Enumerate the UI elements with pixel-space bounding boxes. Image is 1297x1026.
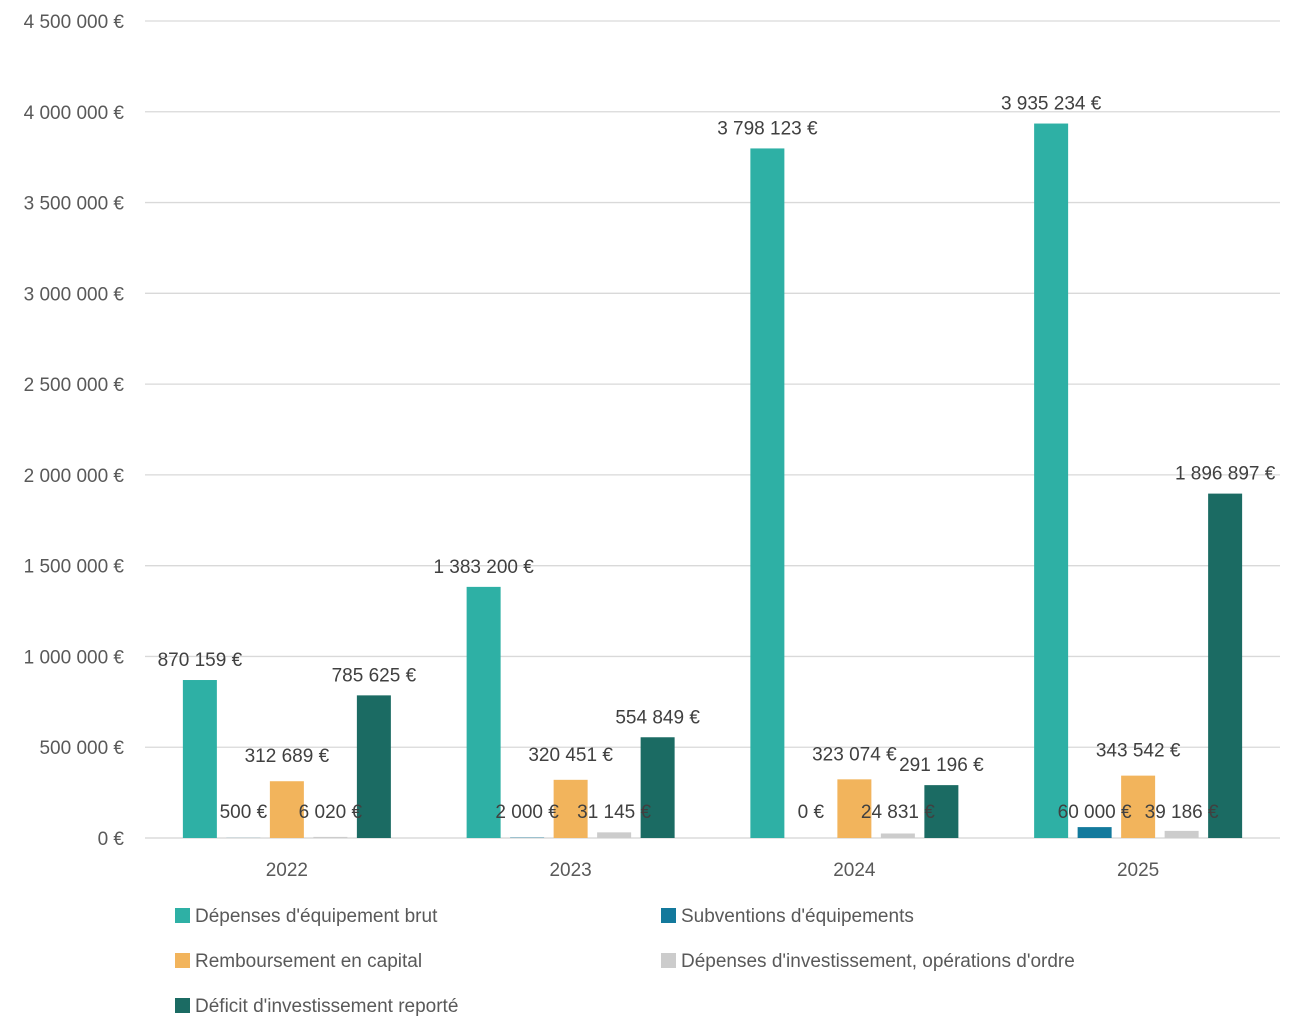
data-label: 500 € xyxy=(220,802,268,823)
bar xyxy=(1208,494,1242,838)
x-tick-label: 2022 xyxy=(266,860,308,881)
y-tick-label: 4 000 000 € xyxy=(24,103,125,124)
x-tick-label: 2024 xyxy=(833,860,876,881)
y-tick-label: 2 000 000 € xyxy=(24,466,125,487)
data-label: 2 000 € xyxy=(495,802,559,823)
data-label: 554 849 € xyxy=(615,707,700,728)
x-tick-label: 2023 xyxy=(549,860,591,881)
data-label: 31 145 € xyxy=(577,802,651,823)
data-label: 1 896 897 € xyxy=(1175,464,1276,485)
bar xyxy=(597,832,631,838)
data-label: 3 798 123 € xyxy=(717,118,818,139)
legend-item: Subventions d'équipements xyxy=(661,906,914,927)
data-label: 6 020 € xyxy=(299,802,363,823)
legend-swatch xyxy=(175,998,190,1013)
legend-swatch xyxy=(175,908,190,923)
legend-swatch xyxy=(175,953,190,968)
legend-item: Dépenses d'investissement, opérations d'… xyxy=(661,951,1075,972)
y-tick-label: 4 500 000 € xyxy=(24,12,125,33)
bar xyxy=(313,837,347,838)
legend-swatch xyxy=(661,953,676,968)
data-label: 0 € xyxy=(798,802,825,823)
legend-label: Dépenses d'investissement, opérations d'… xyxy=(681,951,1075,972)
y-tick-label: 3 500 000 € xyxy=(24,194,125,215)
x-tick-label: 2025 xyxy=(1117,860,1159,881)
bar xyxy=(467,587,501,838)
bars xyxy=(183,124,1242,838)
y-tick-label: 2 500 000 € xyxy=(24,375,125,396)
y-axis-ticks: 0 € 500 000 € 1 000 000 € 1 500 000 € 2 000 … xyxy=(24,12,125,850)
data-label: 323 074 € xyxy=(812,744,897,765)
data-label: 312 689 € xyxy=(245,746,330,767)
legend-label: Déficit d'investissement reporté xyxy=(195,996,458,1017)
data-label: 785 625 € xyxy=(332,665,417,686)
legend-label: Dépenses d'équipement brut xyxy=(195,906,438,927)
bar xyxy=(750,148,784,838)
data-label: 320 451 € xyxy=(528,745,613,766)
legend-item: Remboursement en capital xyxy=(175,951,422,972)
bar xyxy=(183,680,217,838)
legend-label: Subventions d'équipements xyxy=(681,906,914,927)
legend-item: Déficit d'investissement reporté xyxy=(175,996,458,1017)
bar xyxy=(1034,124,1068,838)
data-label: 291 196 € xyxy=(899,755,984,776)
bar xyxy=(881,833,915,838)
data-label: 39 186 € xyxy=(1145,802,1219,823)
x-axis-labels: 2022 2023 2024 2025 xyxy=(266,860,1160,881)
legend-label: Remboursement en capital xyxy=(195,951,422,972)
legend-item: Dépenses d'équipement brut xyxy=(175,906,438,927)
data-label: 60 000 € xyxy=(1058,802,1132,823)
y-tick-label: 0 € xyxy=(98,829,125,850)
legend-swatch xyxy=(661,908,676,923)
y-tick-label: 500 000 € xyxy=(39,738,124,759)
gridlines xyxy=(145,21,1280,838)
data-label: 3 935 234 € xyxy=(1001,94,1102,115)
data-label: 1 383 200 € xyxy=(433,557,534,578)
y-tick-label: 1 000 000 € xyxy=(24,647,125,668)
bar xyxy=(1165,831,1199,838)
y-tick-label: 1 500 000 € xyxy=(24,557,125,578)
data-label: 870 159 € xyxy=(158,650,243,671)
data-label: 24 831 € xyxy=(861,802,935,823)
legend: Dépenses d'équipement brut Subventions d'… xyxy=(175,906,1075,1017)
y-tick-label: 3 000 000 € xyxy=(24,284,125,305)
data-label: 343 542 € xyxy=(1096,741,1181,762)
bar xyxy=(1078,827,1112,838)
